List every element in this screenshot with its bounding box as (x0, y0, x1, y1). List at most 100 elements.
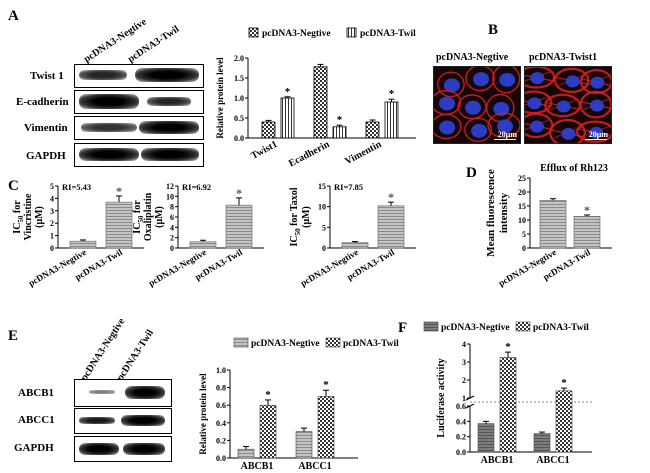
blot-a-label-twist1: Twist 1 (30, 70, 64, 82)
legend-label: pcDNA3-Twil (360, 29, 416, 39)
ri-annotation: RI=7.85 (334, 182, 363, 192)
blot-band (139, 121, 199, 134)
legend-swatch (325, 337, 341, 348)
blot-a-membrane-ecadherin (74, 90, 204, 114)
nucleus (556, 100, 571, 113)
panel-letter-a: A (8, 8, 19, 24)
chart-c1: 012345pcDNA3-NegtivepcDNA3-Twil*RI=5.43I… (12, 182, 144, 288)
cell-membrane (487, 112, 520, 139)
significance-star: * (236, 186, 242, 200)
scale-bar-negative (494, 139, 516, 140)
y-axis-label-line: IC50 for (12, 200, 25, 234)
legend-swatch (233, 337, 249, 348)
cell-membrane (436, 71, 465, 98)
y-tick-label: 20 (518, 188, 526, 197)
blot-a-membrane-twist1 (74, 64, 204, 88)
y-axis-label-line: (μM) (154, 206, 165, 228)
bar-pcdna3-negtive-abcb1 (237, 448, 255, 459)
y-tick-label: 5 (50, 182, 54, 191)
significance-star: * (285, 86, 291, 98)
bar-pcdna3-twil-abcb1 (499, 357, 517, 453)
y-axis-label: Relative protein level (198, 373, 208, 455)
nucleus (473, 72, 490, 87)
blot-band (79, 443, 119, 455)
y-tick-label: 0.0 (234, 134, 244, 143)
nucleus (530, 72, 545, 85)
nucleus (561, 127, 576, 140)
blot-a-label-gapdh: GAPDH (26, 150, 66, 162)
blot-e-label-gapdh: GAPDH (14, 442, 54, 454)
legend-label: pcDNA3-Negtive (251, 339, 320, 349)
chart-title: Efflux of Rh123 (540, 163, 608, 174)
bar-pcdna3-twil-abcc1 (555, 390, 573, 453)
y-axis-label-line: (μM) (34, 206, 45, 228)
y-axis-label-line: Mean fluorescence (485, 169, 497, 257)
nucleus (565, 75, 580, 88)
bar-pcdna3-negtive-vimentin (365, 121, 380, 139)
legend-swatch (346, 27, 357, 38)
y-axis-label-line: IC50 for Taxol (289, 187, 302, 246)
cell-membrane (525, 67, 556, 89)
y-tick-label: 15 (318, 182, 326, 191)
blot-a-membrane-vimentin (74, 116, 204, 140)
blot-e-membrane-abcc1 (74, 408, 172, 434)
scale-bar-label-twist1: 20μm (588, 130, 608, 139)
x-tick-label: ABCC1 (536, 455, 569, 466)
bar-pcdna3-twil (225, 204, 253, 249)
y-tick-label: 4 (462, 340, 466, 349)
blot-band (121, 415, 165, 426)
blot-band (79, 70, 127, 80)
y-tick-label: 15 (518, 202, 526, 211)
y-tick-label: 10 (518, 216, 526, 225)
cell-image-negative-svg (434, 67, 520, 143)
bar-pcdna3-twil (573, 216, 601, 249)
cell-membrane (464, 117, 493, 143)
legend-label: pcDNA3-Twil (343, 339, 399, 349)
y-tick-label: 0.0 (216, 454, 226, 463)
cell-membrane (492, 67, 520, 94)
y-tick-label: 0.0 (456, 448, 466, 457)
x-tick-label: ABCB1 (481, 455, 514, 466)
scale-bar-label-negative: 20μm (497, 130, 517, 139)
ri-annotation: RI=6.92 (182, 182, 211, 192)
bar-pcdna3-twil-abcc1 (317, 396, 335, 459)
bar-pcdna3-twil-vimentin (384, 101, 399, 139)
fluorescence-image-negative: 20μm (433, 66, 521, 144)
significance-star: * (584, 203, 590, 217)
y-tick-label: 10 (166, 192, 174, 201)
y-axis-label: Mean fluorescence intensity (485, 169, 510, 257)
y-tick-label: 0.4 (456, 417, 466, 426)
bar-pcdna3-negtive-abcb1 (477, 423, 495, 453)
image-label-twist1: pcDNA3-Twist1 (529, 52, 598, 63)
nucleus (493, 102, 510, 117)
panel-letter-c: C (8, 178, 19, 194)
y-tick-label: 0 (322, 244, 326, 253)
significance-star: * (337, 114, 343, 126)
scale-bar-twist1 (585, 139, 607, 140)
blot-e-membrane-abcb1 (74, 379, 172, 407)
y-axis-label: IC50 for Vincristine (μM) (12, 193, 45, 240)
bar-pcdna3-negtive (69, 240, 97, 249)
y-axis-label-line: (μM) (301, 206, 312, 228)
ri-annotation: RI=5.43 (62, 182, 91, 192)
y-axis-label-line: intensity (498, 192, 510, 233)
cell-membrane (579, 69, 611, 95)
bar-pcdna3-negtive-abcc1 (533, 433, 551, 453)
bar-pcdna3-twil (377, 205, 405, 249)
bar-pcdna3-twil-twist1 (280, 97, 295, 139)
y-tick-label: 5 (522, 230, 526, 239)
x-tick-label: Twist1 (249, 139, 279, 162)
blot-band (79, 417, 115, 424)
nucleus (530, 120, 545, 133)
y-tick-label: 0 (522, 244, 526, 253)
blot-e-label-abcc1: ABCC1 (18, 414, 55, 426)
bar-pcdna3-negtive-abcc1 (295, 431, 313, 459)
y-axis-label-line: Oxaliplatin (143, 192, 154, 241)
y-axis-label: Relative protein level (215, 57, 225, 139)
image-label-negative: pcDNA3-Negtive (436, 52, 509, 63)
significance-star: * (505, 341, 511, 353)
legend-label: pcDNA3-Twil (533, 323, 589, 333)
blot-band (135, 68, 199, 82)
significance-star: * (388, 190, 394, 204)
